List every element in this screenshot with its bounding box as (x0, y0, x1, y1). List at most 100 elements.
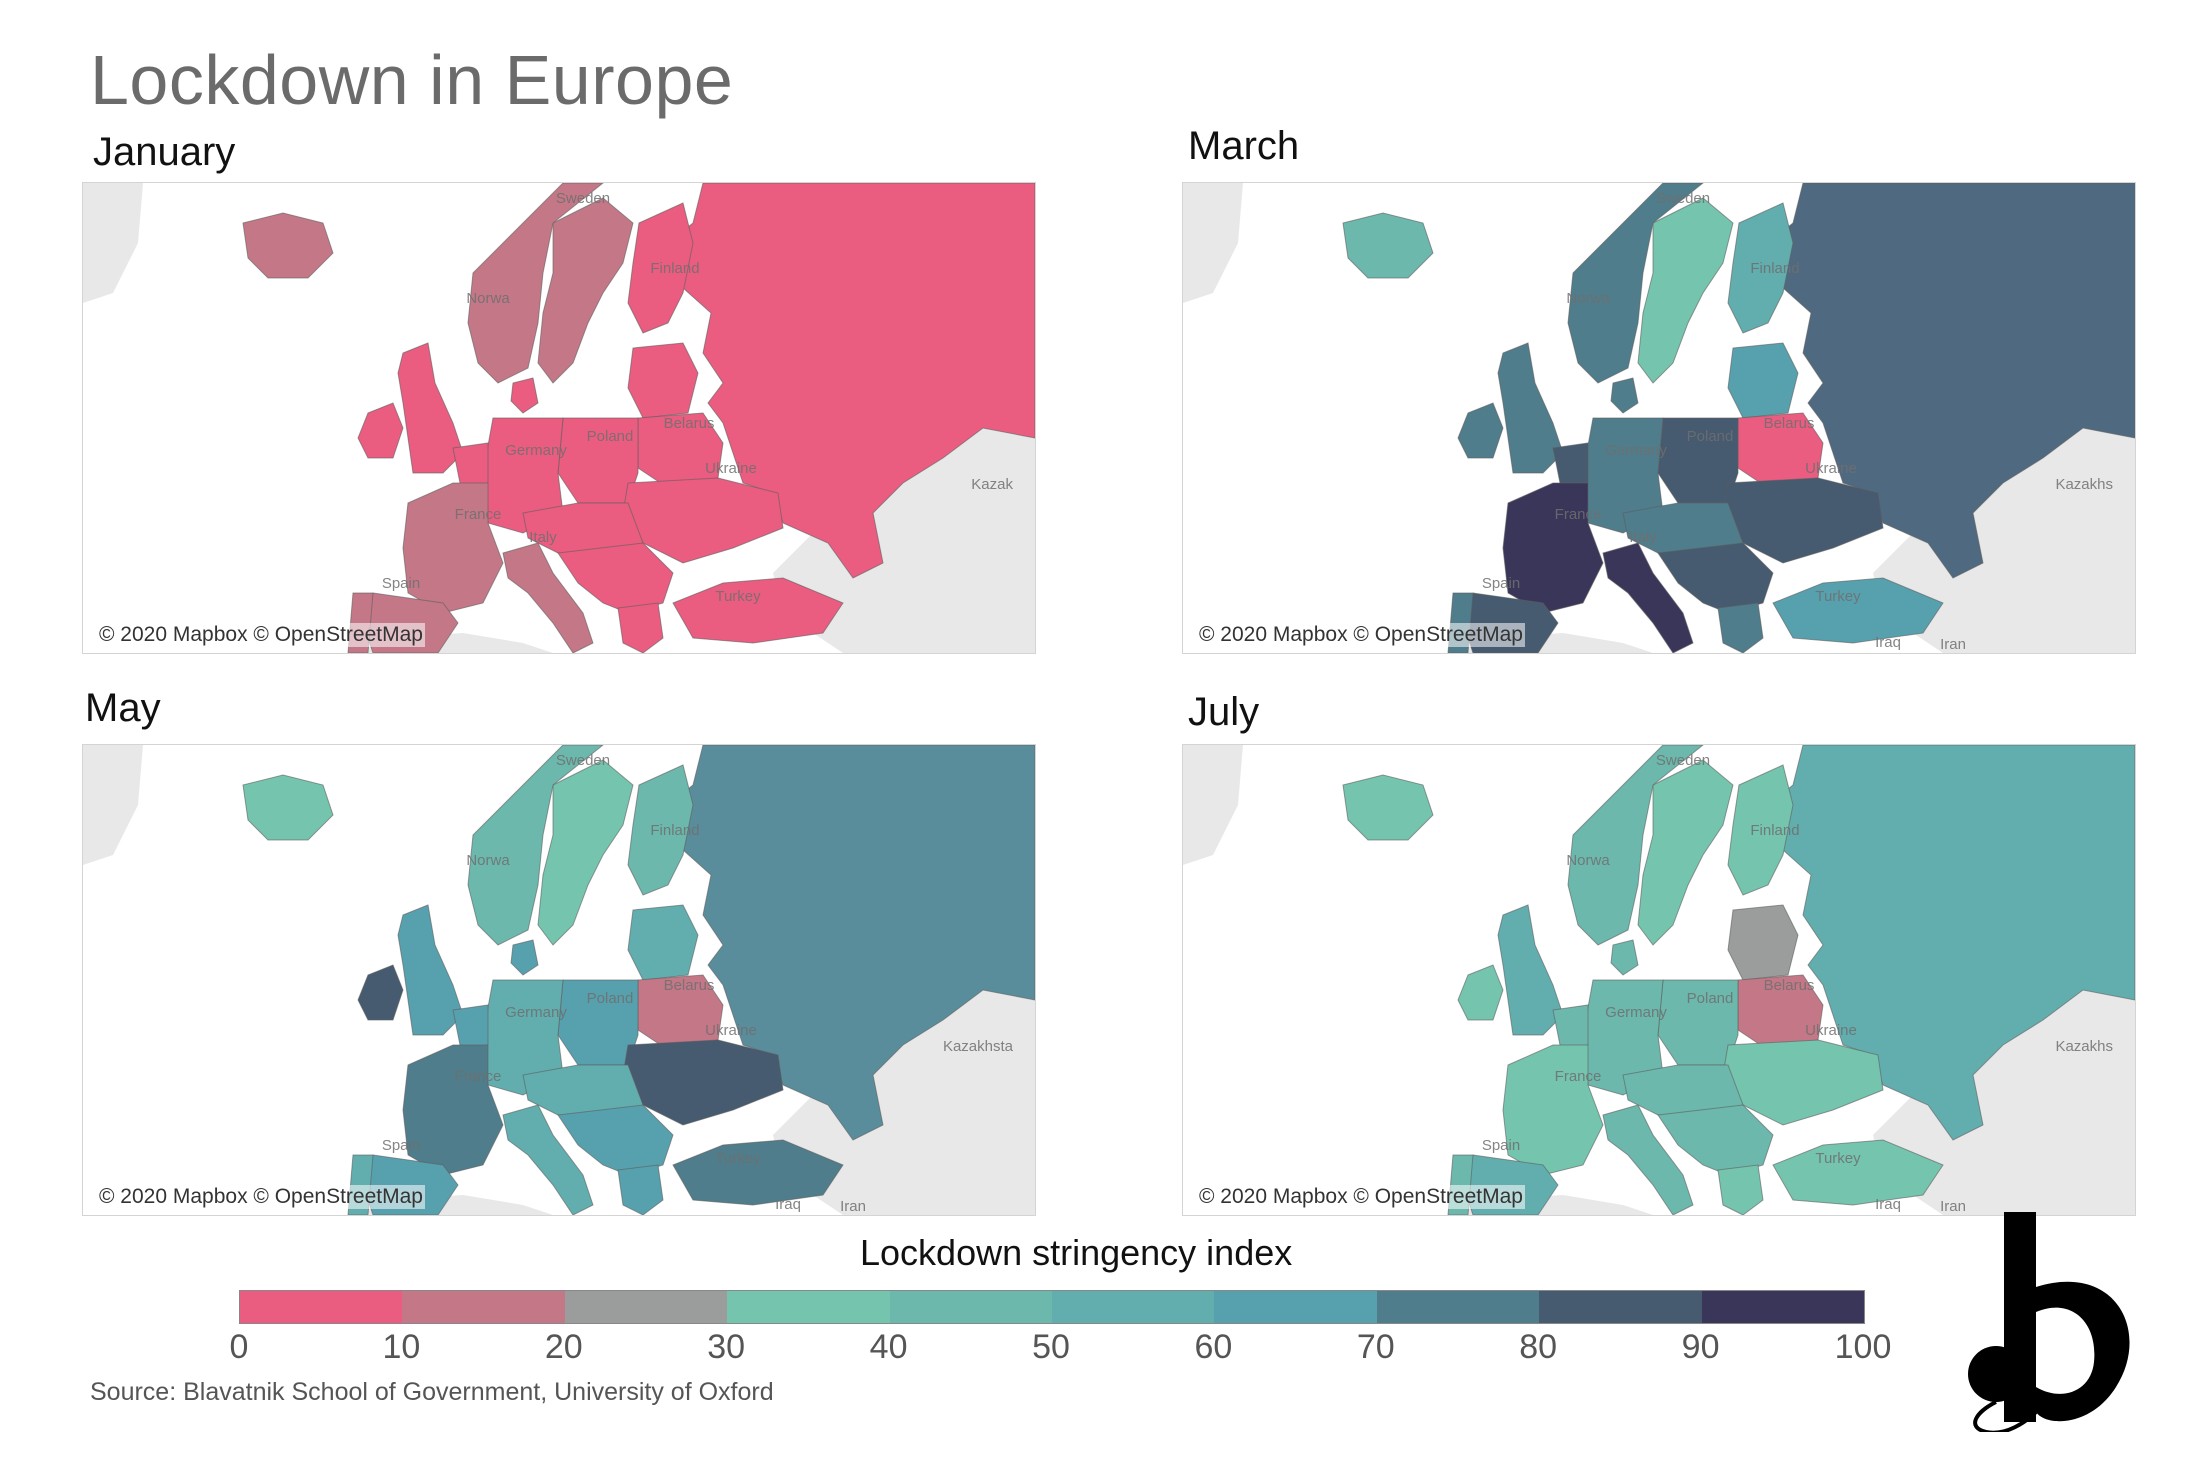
country-benelux[interactable] (452, 442, 489, 489)
country-norway[interactable] (1567, 745, 1704, 946)
legend-tick-0: 0 (229, 1328, 249, 1366)
country-ireland[interactable] (357, 964, 404, 1021)
country-france[interactable] (402, 1044, 504, 1176)
country-benelux[interactable] (1552, 442, 1589, 489)
country-greece[interactable] (1717, 602, 1764, 653)
legend-tick-90: 90 (1681, 1328, 1720, 1366)
country-label-turkey: Turkey (715, 1150, 761, 1167)
country-label-france: France (455, 506, 502, 523)
country-label-ukraine: Ukraine (705, 1022, 757, 1039)
country-label-ukraine: Ukraine (1805, 460, 1857, 477)
map-credit[interactable]: © 2020 Mapbox © OpenStreetMap (1197, 1185, 1525, 1209)
country-sweden[interactable] (1637, 759, 1734, 946)
country-baltics[interactable] (627, 904, 699, 981)
country-label-iran: Iran (1940, 636, 1966, 653)
map-march[interactable]: Sweden Finland Norwa Poland Belarus Germany Uk… (1182, 182, 2136, 654)
background-land (83, 745, 143, 865)
country-italy[interactable] (1602, 1104, 1694, 1215)
country-iceland[interactable] (242, 212, 334, 279)
country-finland[interactable] (627, 202, 694, 334)
country-label-poland: Poland (1687, 428, 1734, 445)
country-iceland[interactable] (1342, 212, 1434, 279)
legend-swatch-0-10 (240, 1291, 403, 1323)
country-france[interactable] (1502, 482, 1604, 614)
country-norway[interactable] (467, 745, 604, 946)
country-ireland[interactable] (1457, 402, 1504, 459)
country-ireland[interactable] (1457, 964, 1504, 1021)
country-denmark[interactable] (1610, 377, 1639, 414)
country-label-iraq: Iraq (1875, 634, 1901, 651)
country-greece[interactable] (1717, 1164, 1764, 1215)
country-benelux[interactable] (1552, 1004, 1589, 1051)
country-label-belarus: Belarus (664, 415, 715, 432)
country-uk[interactable] (397, 904, 464, 1036)
legend-swatch-80-90 (1539, 1291, 1702, 1323)
legend-swatch-70-80 (1376, 1291, 1540, 1323)
map-july[interactable]: Sweden Finland Norwa Poland Belarus Germany Uk… (1182, 744, 2136, 1216)
country-ireland[interactable] (357, 402, 404, 459)
country-finland[interactable] (1727, 764, 1794, 896)
map-may[interactable]: Sweden Finland Norwa Poland Belarus Germany Uk… (82, 744, 1036, 1216)
country-italy[interactable] (502, 542, 594, 653)
country-italy[interactable] (1602, 542, 1694, 653)
legend-tick-80: 80 (1519, 1328, 1558, 1366)
choropleth-map-may: Sweden Finland Norwa Poland Belarus Germany Uk… (83, 745, 1035, 1215)
country-france[interactable] (402, 482, 504, 614)
country-turkey[interactable] (1772, 1139, 1944, 1206)
country-label-turkey: Turkey (1815, 1150, 1861, 1167)
country-france[interactable] (1502, 1044, 1604, 1176)
country-baltics[interactable] (627, 342, 699, 419)
country-finland[interactable] (627, 764, 694, 896)
country-label-sweden: Sweden (1656, 190, 1710, 207)
map-january[interactable]: Sweden Finland Norwa Poland Belarus Germany Uk… (82, 182, 1036, 654)
country-label-kazakhstan: Kazakhs (2055, 1038, 2113, 1055)
panel-title-may: May (85, 686, 161, 730)
country-label-iran: Iran (840, 1198, 866, 1215)
country-turkey[interactable] (1772, 577, 1944, 644)
country-turkey[interactable] (672, 577, 844, 644)
country-denmark[interactable] (510, 939, 539, 976)
country-label-belarus: Belarus (664, 977, 715, 994)
country-denmark[interactable] (1610, 939, 1639, 976)
country-finland[interactable] (1727, 202, 1794, 334)
legend-swatch-10-20 (402, 1291, 565, 1323)
legend-tick-10: 10 (382, 1328, 421, 1366)
b-logo-icon (1968, 1212, 2130, 1432)
country-baltics[interactable] (1727, 904, 1799, 981)
country-label-sweden: Sweden (556, 752, 610, 769)
country-iceland[interactable] (1342, 774, 1434, 841)
country-sweden[interactable] (537, 197, 634, 384)
country-label-kazakhstan: Kazakhs (2055, 476, 2113, 493)
country-turkey[interactable] (672, 1139, 844, 1206)
country-benelux[interactable] (452, 1004, 489, 1051)
map-credit[interactable]: © 2020 Mapbox © OpenStreetMap (97, 623, 425, 647)
legend-swatch-20-30 (564, 1291, 728, 1323)
country-uk[interactable] (397, 342, 464, 474)
country-norway[interactable] (467, 183, 604, 384)
country-greece[interactable] (617, 602, 664, 653)
country-iceland[interactable] (242, 774, 334, 841)
country-label-sweden: Sweden (556, 190, 610, 207)
legend-swatch-40-50 (889, 1291, 1053, 1323)
country-baltics[interactable] (1727, 342, 1799, 419)
country-label-sweden: Sweden (1656, 752, 1710, 769)
country-greece[interactable] (617, 1164, 664, 1215)
country-label-france: France (1555, 1068, 1602, 1085)
legend-swatch-50-60 (1052, 1291, 1215, 1323)
country-label-kazakhstan: Kazak (971, 476, 1013, 493)
legend-tick-40: 40 (869, 1328, 908, 1366)
country-uk[interactable] (1497, 342, 1564, 474)
map-credit[interactable]: © 2020 Mapbox © OpenStreetMap (1197, 623, 1525, 647)
country-denmark[interactable] (510, 377, 539, 414)
country-sweden[interactable] (1637, 197, 1734, 384)
country-italy[interactable] (502, 1104, 594, 1215)
country-label-belarus: Belarus (1764, 415, 1815, 432)
legend-tick-70: 70 (1356, 1328, 1395, 1366)
map-credit[interactable]: © 2020 Mapbox © OpenStreetMap (97, 1185, 425, 1209)
country-sweden[interactable] (537, 759, 634, 946)
country-label-norway: Norwa (466, 852, 510, 869)
country-label-ukraine: Ukraine (705, 460, 757, 477)
country-uk[interactable] (1497, 904, 1564, 1036)
country-label-spain: Spain (382, 575, 420, 592)
country-norway[interactable] (1567, 183, 1704, 384)
